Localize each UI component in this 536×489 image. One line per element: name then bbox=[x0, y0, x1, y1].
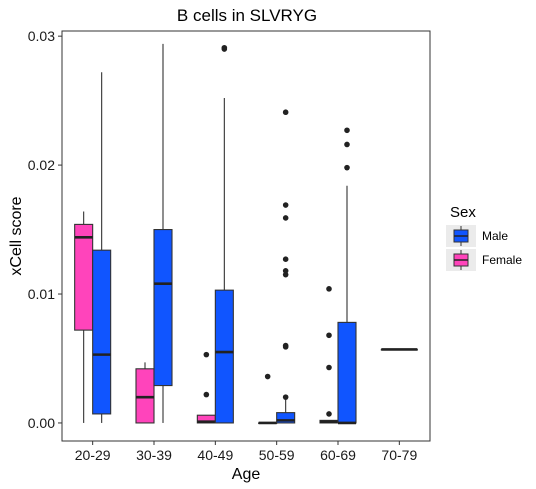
box-male-60-69 bbox=[337, 127, 357, 425]
outlier-point bbox=[282, 202, 289, 208]
x-tick-label: 30-39 bbox=[136, 447, 172, 463]
outlier-point bbox=[221, 44, 228, 51]
box-male-50-59 bbox=[276, 109, 296, 424]
outlier-point bbox=[282, 268, 289, 274]
y-tick-label: 0.00 bbox=[28, 415, 55, 431]
outlier-point bbox=[282, 342, 289, 349]
box-male-30-39 bbox=[153, 43, 173, 423]
legend-label: Male bbox=[482, 229, 508, 243]
x-axis-title: Age bbox=[232, 466, 261, 483]
box-iqr bbox=[74, 223, 94, 331]
chart-title: B cells in SLVRYG bbox=[177, 6, 317, 25]
outlier-point bbox=[344, 127, 350, 134]
y-axis: 0.00 0.01 0.02 0.03 bbox=[28, 28, 62, 431]
legend-item-male: Male bbox=[446, 225, 508, 247]
box-iqr bbox=[153, 229, 173, 387]
outlier-point bbox=[326, 411, 332, 417]
x-tick-label: 70-79 bbox=[381, 447, 417, 463]
legend-item-female: Female bbox=[446, 249, 522, 271]
y-axis-title: xCell score bbox=[8, 196, 25, 275]
box-female-40-49 bbox=[196, 351, 216, 424]
box-iqr bbox=[92, 249, 112, 415]
outlier-point bbox=[282, 271, 289, 278]
outlier-point bbox=[326, 364, 332, 371]
box-male-20-29 bbox=[92, 72, 112, 423]
outlier-point bbox=[326, 286, 332, 292]
box-female-20-29 bbox=[74, 211, 94, 423]
box-iqr bbox=[276, 412, 296, 424]
box-female-30-39 bbox=[135, 362, 155, 424]
box-male-40-49 bbox=[214, 44, 234, 424]
x-tick-label: 20-29 bbox=[75, 447, 111, 463]
plot-panel bbox=[61, 30, 431, 442]
box-male-70-79 bbox=[380, 348, 418, 351]
x-axis: 20-29 30-39 40-49 50-59 60-69 70-79 bbox=[75, 441, 417, 463]
outlier-point bbox=[326, 332, 332, 339]
x-tick-label: 40-49 bbox=[197, 447, 233, 463]
box-iqr bbox=[214, 289, 234, 424]
outlier-point bbox=[282, 109, 289, 116]
y-tick-label: 0.01 bbox=[28, 286, 55, 302]
legend-title: Sex bbox=[450, 204, 476, 221]
outlier-point bbox=[203, 351, 210, 358]
outlier-point bbox=[282, 394, 289, 400]
x-tick-label: 50-59 bbox=[259, 447, 295, 463]
box-iqr bbox=[337, 321, 357, 424]
outlier-point bbox=[344, 141, 350, 148]
x-tick-label: 60-69 bbox=[320, 447, 356, 463]
outlier-point bbox=[203, 391, 210, 398]
outlier-point bbox=[344, 164, 350, 171]
legend: Sex Male Female bbox=[446, 204, 522, 271]
outlier-point bbox=[264, 373, 271, 380]
boxes-layer bbox=[74, 43, 418, 425]
y-tick-label: 0.03 bbox=[28, 28, 55, 44]
outlier-point bbox=[282, 256, 289, 263]
legend-label: Female bbox=[482, 253, 522, 267]
y-tick-label: 0.02 bbox=[28, 157, 55, 173]
outlier-point bbox=[282, 215, 289, 221]
